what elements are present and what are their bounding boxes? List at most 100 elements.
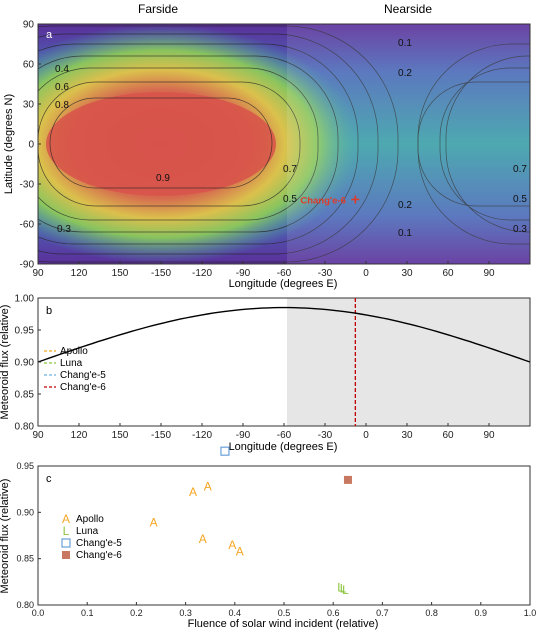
data-point: A: [62, 512, 70, 526]
x-tick-label: 0.0: [32, 608, 45, 618]
x-tick-label: -150: [151, 430, 171, 441]
panel-a-xlabel: Longitude (degrees E): [229, 278, 338, 290]
contour-label: 0.9: [156, 173, 170, 184]
contour-label: 0.3: [57, 224, 71, 235]
contour-label: 0.5: [513, 194, 527, 205]
x-tick-label: 120: [71, 268, 88, 279]
y-tick-label: 90: [23, 20, 35, 31]
y-tick-label: 0.95: [15, 326, 35, 337]
x-tick-label: -90: [236, 430, 251, 441]
contour-label: 0.5: [283, 194, 297, 205]
contour-label: 0.2: [398, 200, 412, 211]
panel-c-frame: [37, 465, 531, 606]
legend-label: Luna: [60, 358, 83, 369]
panel-c-ylabel: Meteoroid flux (relative): [0, 479, 11, 594]
x-tick-label: 60: [442, 430, 454, 441]
x-tick-label: 0.6: [327, 608, 340, 618]
x-tick-label: 0.2: [130, 608, 143, 618]
panel-b-ylabel: Meteoroid flux (relative): [0, 305, 11, 420]
contour-label: 0.3: [513, 224, 527, 235]
contour-label: 0.7: [283, 164, 297, 175]
y-tick-label: 0.90: [15, 358, 35, 369]
data-point: [343, 475, 352, 484]
contour-label: 0.7: [513, 164, 527, 175]
contour-label: 0.2: [398, 68, 412, 79]
x-tick-label: 150: [112, 430, 129, 441]
y-tick-label: -30: [20, 180, 35, 191]
x-tick-label: -90: [236, 268, 251, 279]
data-point: L: [342, 583, 349, 597]
data-point: A: [204, 479, 212, 493]
contour-label: 0.1: [398, 38, 412, 49]
x-tick-label: 0.9: [475, 608, 488, 618]
x-tick-label: -150: [151, 268, 171, 279]
x-tick-label: 0.1: [81, 608, 94, 618]
y-tick-label: 60: [23, 60, 35, 71]
x-tick-label: 0.7: [376, 608, 389, 618]
x-tick-label: 1.0: [524, 608, 537, 618]
data-point: L: [337, 580, 344, 594]
contour-label: 0.1: [398, 228, 412, 239]
data-point: [62, 551, 70, 559]
y-tick-label: 0.85: [16, 554, 34, 564]
x-tick-label: 30: [401, 268, 413, 279]
legend-label: Luna: [76, 526, 99, 537]
y-tick-label: 0.80: [15, 422, 35, 433]
x-tick-label: 60: [442, 268, 454, 279]
panel-c-xlabel: Fluence of solar wind incident (relative…: [188, 618, 379, 630]
data-point: L: [340, 581, 347, 595]
x-tick-label: 0: [363, 430, 369, 441]
contour-labels: 0.1 0.1 0.2 0.2 0.3 0.3 0.4 0.5 0.5 0.6 0.7 0.7 0.8 0…: [55, 38, 527, 239]
x-tick-label: -60: [277, 268, 292, 279]
x-tick-label: 0.8: [425, 608, 438, 618]
legend-label: Chang'e-5: [60, 370, 106, 381]
contour-lines: [38, 25, 530, 263]
data-point: A: [199, 532, 207, 546]
legend-label: Apollo: [60, 346, 88, 357]
meteoroid-flux-curve: [37, 306, 531, 363]
data-point: [220, 446, 230, 456]
legend-label: Chang'e-5: [76, 538, 122, 549]
x-tick-label: -30: [318, 268, 333, 279]
contour-label: 0.8: [55, 100, 69, 111]
data-point: A: [150, 516, 158, 530]
x-tick-label: 0.5: [278, 608, 291, 618]
x-tick-label: 150: [112, 268, 129, 279]
x-tick-label: 0.3: [179, 608, 192, 618]
x-tick-label: -60: [277, 430, 292, 441]
x-tick-label: -120: [192, 268, 212, 279]
panel-b-xlabel: Longitude (degrees E): [229, 441, 338, 453]
nearside-header: Nearside: [384, 2, 432, 16]
x-tick-label: 0: [363, 268, 369, 279]
panel-a-ylabel: Latitude (degrees N): [3, 94, 15, 194]
x-tick-label: 90: [483, 430, 495, 441]
data-point: [61, 538, 71, 548]
site-label: Chang'e-6: [300, 195, 346, 206]
y-tick-label: 0: [28, 140, 34, 151]
x-tick-label: 0.4: [229, 608, 242, 618]
contour-label: 0.4: [55, 64, 69, 75]
y-tick-label: 0.80: [16, 600, 34, 610]
legend-label: Chang'e-6: [76, 550, 122, 561]
x-tick-label: 90: [32, 430, 44, 441]
y-tick-label: -90: [20, 260, 35, 271]
data-point: A: [228, 538, 236, 552]
y-tick-label: 0.90: [16, 507, 34, 517]
data-point: A: [236, 544, 244, 558]
x-tick-label: 120: [71, 430, 88, 441]
panel-c: c 0.0 0.1 0.2 0.3 0.4 0.5 0.6 0.7 0.8 0.9 1.0 0.95…: [0, 446, 537, 630]
data-point: A: [189, 485, 197, 499]
site-marker: Chang'e-6: [300, 195, 360, 206]
x-tick-label: -120: [192, 430, 212, 441]
y-tick-label: 0.85: [15, 390, 35, 401]
y-tick-label: -60: [20, 220, 35, 231]
panel-b-letter: b: [46, 305, 52, 317]
x-tick-label: -30: [318, 430, 333, 441]
data-point: L: [63, 524, 70, 538]
farside-header: Farside: [138, 2, 178, 16]
panel-c-letter: c: [46, 473, 52, 485]
y-tick-label: 1.00: [15, 294, 35, 305]
nearside-shade: [287, 298, 530, 426]
panel-b: b 90 120 150 -150 -120 -90 -60 -30 0 30 60 90 1.00 0…: [0, 294, 531, 453]
